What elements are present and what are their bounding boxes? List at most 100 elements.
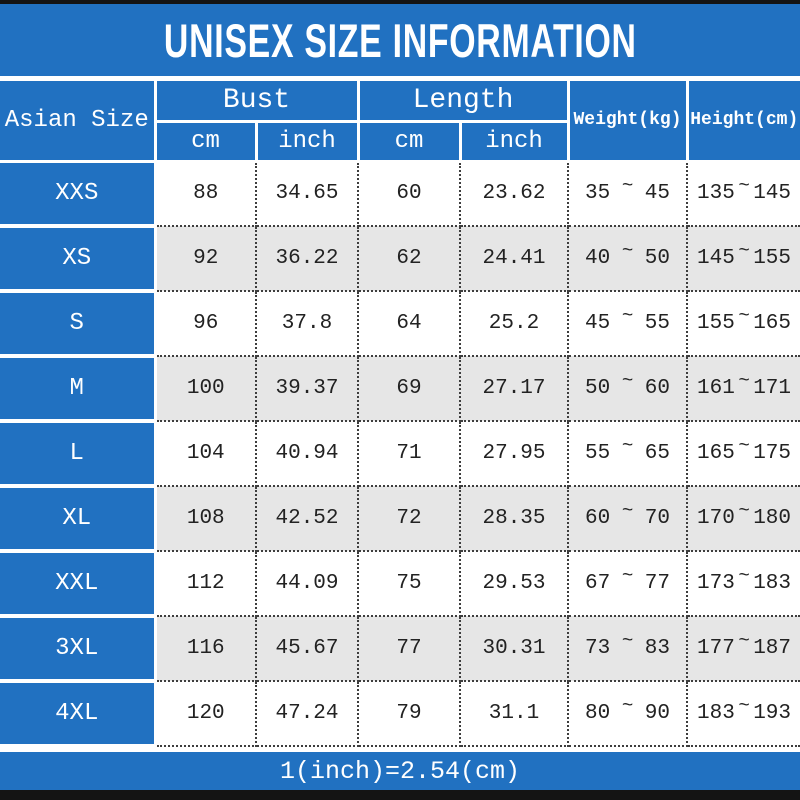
footer-divider xyxy=(0,748,800,752)
length-cm-cell: 79 xyxy=(358,681,461,747)
bust-inch-cell: 45.67 xyxy=(256,616,359,682)
weight-range-cell: 50 ~ 60 xyxy=(568,356,689,422)
table-row: 4XL 120 47.24 79 31.1 80 ~ 90 183 ~ 193 xyxy=(0,681,800,748)
length-cm-cell: 71 xyxy=(358,421,461,487)
height-range: 173 ~ 183 xyxy=(688,565,800,596)
title-bar: UNISEX SIZE INFORMATION xyxy=(0,4,800,76)
bust-cm-cell: 104 xyxy=(155,421,257,487)
tilde-separator: ~ xyxy=(621,499,634,522)
height-range: 177 ~ 187 xyxy=(688,630,800,661)
weight-min: 45 xyxy=(585,312,611,335)
weight-range-cell: 40 ~ 50 xyxy=(568,226,689,292)
table-row: L 104 40.94 71 27.95 55 ~ 65 165 ~ 175 xyxy=(0,421,800,488)
height-max: 193 xyxy=(753,702,792,725)
length-cm-cell: 69 xyxy=(358,356,461,422)
tilde-separator: ~ xyxy=(738,564,750,587)
tilde-separator: ~ xyxy=(621,174,634,197)
weight-range-cell: 67 ~ 77 xyxy=(568,551,689,617)
size-label: XXS xyxy=(0,161,157,228)
table-row: XXS 88 34.65 60 23.62 35 ~ 45 135 ~ 145 xyxy=(0,161,800,228)
bust-inch-cell: 44.09 xyxy=(256,551,359,617)
bust-inch-cell: 34.65 xyxy=(256,161,359,227)
weight-range: 67 ~ 77 xyxy=(569,565,686,596)
tilde-separator: ~ xyxy=(738,499,750,522)
tilde-separator: ~ xyxy=(738,369,750,392)
height-range-cell: 165 ~ 175 xyxy=(687,421,800,487)
weight-max: 60 xyxy=(644,377,671,400)
size-label: XL xyxy=(0,486,157,553)
weight-range-cell: 60 ~ 70 xyxy=(568,486,689,552)
length-inch-cell: 29.53 xyxy=(460,551,570,617)
height-max: 165 xyxy=(753,312,792,335)
length-inch-cell: 23.62 xyxy=(460,161,570,227)
bust-cm-cell: 112 xyxy=(155,551,257,617)
height-range-cell: 161 ~ 171 xyxy=(687,356,800,422)
subheader-length-cm: cm xyxy=(356,119,462,163)
size-label: XXL xyxy=(0,551,157,618)
weight-min: 67 xyxy=(585,572,611,595)
bust-inch-cell: 42.52 xyxy=(256,486,359,552)
bust-inch-cell: 37.8 xyxy=(256,291,359,357)
weight-range: 60 ~ 70 xyxy=(569,500,686,531)
length-cm-cell: 75 xyxy=(358,551,461,617)
table-row: 3XL 116 45.67 77 30.31 73 ~ 83 177 ~ 187 xyxy=(0,616,800,683)
table-row: S 96 37.8 64 25.2 45 ~ 55 155 ~ 165 xyxy=(0,291,800,358)
tilde-separator: ~ xyxy=(621,434,634,457)
height-range: 145 ~ 155 xyxy=(688,240,800,271)
bust-cm-cell: 116 xyxy=(155,616,257,682)
weight-min: 40 xyxy=(585,247,611,270)
header-divider xyxy=(0,76,800,81)
height-min: 135 xyxy=(697,182,735,206)
header-weight: Weight(kg) xyxy=(566,81,689,163)
bottom-border xyxy=(0,790,800,800)
weight-range-cell: 35 ~ 45 xyxy=(568,161,689,227)
height-min: 155 xyxy=(697,312,735,335)
height-max: 187 xyxy=(753,637,792,660)
length-cm-cell: 72 xyxy=(358,486,461,552)
height-min: 145 xyxy=(697,247,735,270)
height-range: 170 ~ 180 xyxy=(688,500,800,531)
weight-min: 73 xyxy=(585,637,611,660)
size-label: 3XL xyxy=(0,616,157,683)
weight-min: 50 xyxy=(585,377,611,400)
height-range-cell: 170 ~ 180 xyxy=(687,486,800,552)
height-max: 183 xyxy=(753,572,792,595)
height-min: 161 xyxy=(697,377,735,400)
table-row: XL 108 42.52 72 28.35 60 ~ 70 170 ~ 180 xyxy=(0,486,800,553)
height-min: 173 xyxy=(697,572,735,595)
bust-cm-cell: 88 xyxy=(155,161,257,227)
height-min: 170 xyxy=(697,507,735,530)
size-label: L xyxy=(0,421,157,488)
size-table: Asian Size Bust Length Weight(kg) Height… xyxy=(0,81,800,748)
length-inch-cell: 24.41 xyxy=(460,226,570,292)
length-cm-cell: 62 xyxy=(358,226,461,292)
table-row: XS 92 36.22 62 24.41 40 ~ 50 145 ~ 155 xyxy=(0,226,800,293)
header-height: Height(cm) xyxy=(685,81,800,163)
tilde-separator: ~ xyxy=(621,564,634,587)
tilde-separator: ~ xyxy=(738,174,750,197)
subheader-length-inch: inch xyxy=(458,119,570,163)
subheader-bust-inch: inch xyxy=(254,119,360,163)
height-range: 135 ~ 145 xyxy=(688,175,800,206)
weight-max: 83 xyxy=(644,637,671,660)
header-asian-size: Asian Size xyxy=(0,81,157,163)
weight-min: 55 xyxy=(585,442,611,465)
bust-inch-cell: 47.24 xyxy=(256,681,359,747)
length-inch-cell: 27.95 xyxy=(460,421,570,487)
subheader-bust-cm: cm xyxy=(153,119,258,163)
tilde-separator: ~ xyxy=(621,629,634,652)
height-range: 183 ~ 193 xyxy=(688,695,800,726)
table-row: XXL 112 44.09 75 29.53 67 ~ 77 173 ~ 183 xyxy=(0,551,800,618)
weight-range: 80 ~ 90 xyxy=(569,695,686,726)
tilde-separator: ~ xyxy=(621,694,634,717)
height-range-cell: 135 ~ 145 xyxy=(687,161,800,227)
height-range: 155 ~ 165 xyxy=(688,305,800,336)
length-inch-cell: 28.35 xyxy=(460,486,570,552)
tilde-separator: ~ xyxy=(621,304,634,327)
conversion-note: 1(inch)=2.54(cm) xyxy=(279,756,521,786)
table-body: XXS 88 34.65 60 23.62 35 ~ 45 135 ~ 145 … xyxy=(0,161,800,748)
length-cm-cell: 64 xyxy=(358,291,461,357)
height-range-cell: 145 ~ 155 xyxy=(687,226,800,292)
weight-max: 70 xyxy=(644,507,671,530)
